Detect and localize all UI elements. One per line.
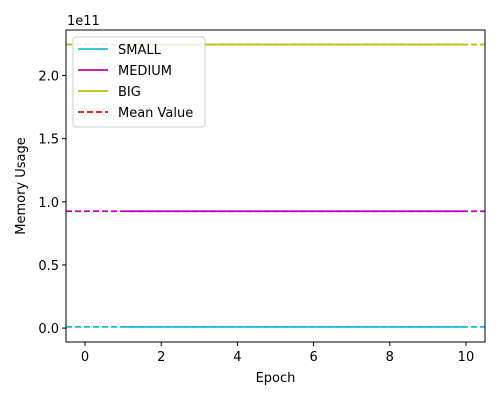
y-axis-ticks: 0.0 0.5 1.0 1.5 2.0 xyxy=(38,69,66,337)
legend-label-mean: Mean Value xyxy=(118,106,193,121)
y-tick-label: 1.0 xyxy=(38,196,59,211)
y-scale-label: 1e11 xyxy=(67,14,100,29)
y-tick-label: 0.5 xyxy=(38,259,59,274)
x-tick-label: 4 xyxy=(233,350,241,365)
y-tick-label: 0.0 xyxy=(38,322,59,337)
legend-label-small: SMALL xyxy=(118,43,162,58)
x-tick-label: 2 xyxy=(157,350,165,365)
y-axis-label: Memory Usage xyxy=(14,137,29,235)
y-tick-label: 2.0 xyxy=(38,69,59,84)
x-tick-label: 6 xyxy=(309,350,317,365)
x-tick-label: 8 xyxy=(386,350,394,365)
x-axis-ticks: 0 2 4 6 8 10 xyxy=(81,342,474,365)
x-tick-label: 0 xyxy=(81,350,89,365)
x-axis-label: Epoch xyxy=(256,371,296,386)
y-tick-label: 1.5 xyxy=(38,133,59,148)
legend-label-medium: MEDIUM xyxy=(118,64,172,79)
legend-label-big: BIG xyxy=(118,85,141,100)
legend: SMALL MEDIUM BIG Mean Value xyxy=(73,37,205,127)
x-tick-label: 10 xyxy=(458,350,475,365)
